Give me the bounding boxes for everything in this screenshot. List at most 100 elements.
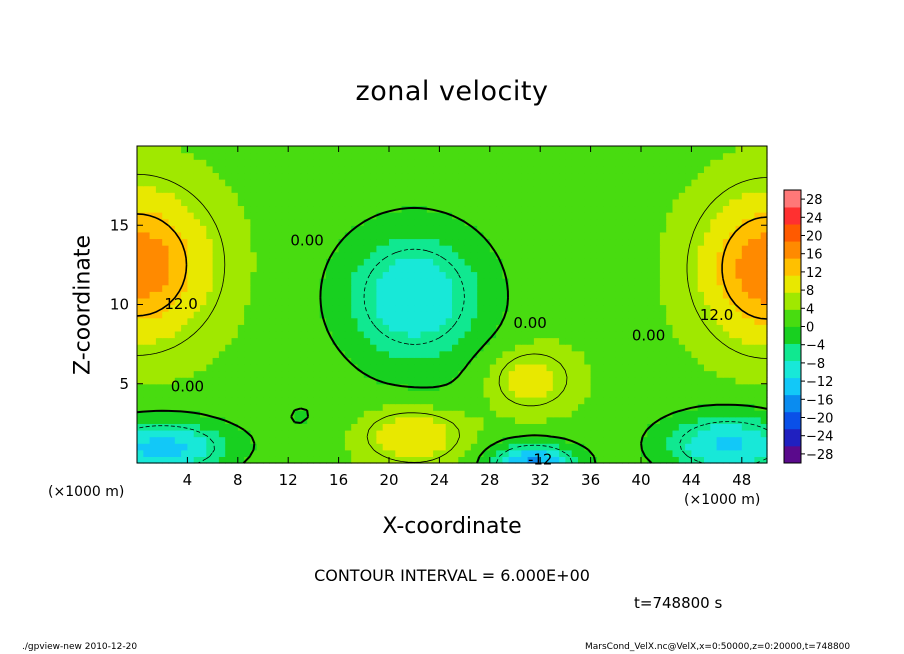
heatmap-cell (244, 165, 251, 174)
heatmap-cell (641, 324, 648, 332)
heatmap-cell (659, 423, 667, 431)
heatmap-cell (382, 410, 390, 418)
heatmap-cell (653, 317, 661, 325)
heatmap-cell (389, 423, 396, 431)
heatmap-cell (414, 304, 422, 312)
heatmap-cell (533, 284, 541, 292)
heatmap-cell (288, 172, 296, 180)
heatmap-cell (741, 284, 749, 292)
heatmap-cell (634, 238, 642, 246)
heatmap-cell (414, 317, 422, 325)
heatmap-cell (225, 324, 233, 332)
heatmap-cell (735, 278, 743, 286)
heatmap-cell (193, 456, 201, 464)
heatmap-cell (609, 344, 617, 352)
heatmap-cell (729, 291, 737, 299)
heatmap-cell (760, 350, 768, 358)
heatmap-cell (218, 377, 226, 385)
heatmap-cell (193, 198, 201, 207)
heatmap-cell (659, 172, 667, 180)
heatmap-cell (716, 390, 724, 398)
heatmap-cell (571, 363, 579, 372)
heatmap-cell (281, 297, 289, 306)
heatmap-cell (452, 416, 459, 424)
heatmap-cell (748, 350, 755, 358)
heatmap-cell (754, 396, 762, 405)
heatmap-cell (527, 218, 535, 226)
heatmap-cell (212, 264, 220, 273)
heatmap-cell (445, 370, 453, 378)
heatmap-cell (729, 251, 737, 259)
heatmap-cell (149, 403, 157, 411)
heatmap-cell (225, 436, 233, 444)
heatmap-cell (464, 350, 472, 358)
heatmap-cell (300, 357, 308, 365)
heatmap-cell (489, 390, 497, 398)
heatmap-cell (502, 172, 510, 180)
heatmap-cell (527, 317, 535, 325)
heatmap-cell (678, 363, 686, 372)
heatmap-cell (187, 337, 195, 345)
heatmap-cell (540, 198, 548, 207)
heatmap-cell (716, 225, 724, 233)
heatmap-cell (754, 436, 762, 444)
heatmap-cell (294, 436, 302, 444)
heatmap-cell (710, 185, 718, 193)
heatmap-cell (319, 198, 327, 207)
heatmap-cell (653, 251, 661, 259)
heatmap-cell (326, 357, 333, 365)
heatmap-cell (181, 344, 188, 352)
heatmap-cell (685, 317, 692, 325)
heatmap-cell (552, 311, 560, 319)
heatmap-cell (748, 179, 755, 187)
heatmap-cell (760, 330, 768, 339)
heatmap-cell (414, 192, 422, 200)
heatmap-cell (244, 383, 251, 391)
heatmap-cell (168, 238, 176, 246)
heatmap-cell (275, 146, 283, 154)
heatmap-cell (527, 192, 535, 200)
heatmap-cell (414, 396, 422, 405)
heatmap-cell (729, 311, 737, 319)
heatmap-cell (168, 205, 176, 213)
heatmap-cell (344, 423, 352, 431)
heatmap-cell (603, 357, 611, 365)
heatmap-cell (338, 443, 346, 451)
heatmap-cell (143, 337, 151, 345)
heatmap-cell (458, 264, 466, 273)
heatmap-cell (162, 218, 170, 226)
heatmap-cell (363, 152, 371, 160)
heatmap-cell (458, 251, 466, 259)
heatmap-cell (407, 456, 415, 464)
heatmap-cell (546, 245, 554, 253)
heatmap-cell (470, 245, 478, 253)
heatmap-cell (155, 225, 163, 233)
heatmap-cell (540, 370, 548, 378)
heatmap-cell (250, 383, 258, 391)
heatmap-cell (584, 238, 592, 246)
heatmap-cell (363, 324, 371, 332)
heatmap-cell (433, 396, 440, 405)
heatmap-cell (552, 264, 560, 273)
heatmap-cell (256, 449, 264, 457)
heatmap-cell (722, 436, 730, 444)
heatmap-cell (722, 363, 730, 372)
heatmap-cell (710, 179, 718, 187)
heatmap-cell (275, 218, 283, 226)
heatmap-cell (685, 278, 692, 286)
heatmap-cell (754, 429, 762, 438)
heatmap-cell (237, 297, 245, 306)
colorbar-tick-label: 4 (806, 302, 814, 317)
heatmap-cell (691, 429, 699, 438)
heatmap-cell (578, 231, 585, 240)
heatmap-cell (697, 390, 705, 398)
heatmap-cell (414, 291, 422, 299)
heatmap-cell (609, 271, 617, 279)
heatmap-cell (155, 350, 163, 358)
heatmap-cell (275, 436, 283, 444)
heatmap-cell (515, 271, 522, 279)
heatmap-cell (477, 258, 485, 266)
heatmap-cell (414, 416, 422, 424)
heatmap-cell (760, 416, 768, 424)
heatmap-cell (603, 225, 611, 233)
